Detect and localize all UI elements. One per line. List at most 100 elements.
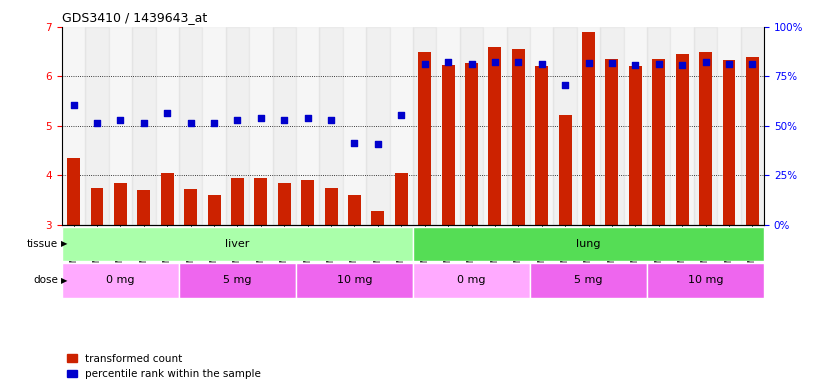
Bar [109, 27, 132, 225]
Bar [62, 27, 85, 225]
Bar [717, 27, 741, 225]
Bar [601, 27, 624, 225]
Bar [62, 263, 179, 298]
Bar [296, 263, 413, 298]
Text: 10 mg: 10 mg [688, 275, 724, 285]
Point [395, 112, 408, 118]
Point [722, 61, 735, 67]
Point [488, 60, 501, 66]
Bar [413, 263, 530, 298]
Bar [62, 227, 413, 261]
Bar [694, 27, 717, 225]
Point [348, 140, 361, 146]
Bar [530, 27, 553, 225]
Point [629, 62, 642, 68]
Bar [249, 27, 273, 225]
Bar [436, 27, 460, 225]
Point [325, 117, 338, 123]
Text: tissue: tissue [26, 239, 58, 249]
Bar [132, 27, 155, 225]
Bar [418, 51, 431, 225]
Bar [254, 178, 268, 225]
Point [207, 120, 221, 126]
Text: GDS3410 / 1439643_at: GDS3410 / 1439643_at [62, 11, 207, 24]
Point [372, 141, 385, 147]
Bar [320, 27, 343, 225]
Bar [512, 49, 525, 225]
Bar [278, 183, 291, 225]
Bar [348, 195, 361, 225]
Point [582, 60, 595, 66]
Bar [91, 187, 103, 225]
Text: liver: liver [225, 239, 249, 249]
Bar [506, 27, 530, 225]
Point [699, 60, 712, 66]
Point [465, 61, 478, 67]
Bar [395, 173, 408, 225]
Point [535, 61, 548, 67]
Bar [558, 115, 572, 225]
Point [511, 60, 525, 66]
Legend: transformed count, percentile rank within the sample: transformed count, percentile rank withi… [67, 354, 261, 379]
Bar [442, 65, 454, 225]
Bar [366, 27, 390, 225]
Bar [624, 27, 647, 225]
Point [114, 117, 127, 123]
Point [301, 115, 314, 121]
Point [605, 60, 619, 66]
Bar [530, 263, 647, 298]
Point [746, 61, 759, 67]
Bar [653, 59, 665, 225]
Point [230, 117, 244, 123]
Bar [629, 66, 642, 225]
Bar [582, 32, 595, 225]
Bar [535, 66, 548, 225]
Point [67, 102, 80, 108]
Bar [413, 227, 764, 261]
Point [652, 61, 665, 67]
Text: lung: lung [577, 239, 601, 249]
Text: 0 mg: 0 mg [458, 275, 486, 285]
Point [90, 120, 104, 126]
Bar [301, 180, 314, 225]
Text: 5 mg: 5 mg [223, 275, 252, 285]
Bar [207, 195, 221, 225]
Text: dose: dose [33, 275, 58, 285]
Point [418, 61, 431, 67]
Bar [225, 27, 249, 225]
Point [441, 60, 454, 66]
Bar [114, 183, 127, 225]
Bar [465, 63, 478, 225]
Bar [137, 190, 150, 225]
Bar [553, 27, 577, 225]
Bar [647, 263, 764, 298]
Bar [296, 27, 320, 225]
Bar [325, 187, 338, 225]
Bar [488, 47, 501, 225]
Bar [343, 27, 366, 225]
Bar [460, 27, 483, 225]
Bar [372, 211, 384, 225]
Bar [179, 263, 296, 298]
Point [278, 117, 291, 123]
Bar [179, 27, 202, 225]
Bar [273, 27, 296, 225]
Text: ▶: ▶ [61, 239, 68, 248]
Bar [413, 27, 436, 225]
Bar [184, 189, 197, 225]
Bar [723, 61, 735, 225]
Text: 5 mg: 5 mg [574, 275, 603, 285]
Bar [67, 158, 80, 225]
Bar [676, 54, 689, 225]
Point [558, 82, 572, 88]
Text: ▶: ▶ [61, 276, 68, 285]
Bar [605, 59, 619, 225]
Bar [161, 173, 173, 225]
Point [254, 115, 268, 121]
Bar [741, 27, 764, 225]
Bar [155, 27, 179, 225]
Point [184, 120, 197, 126]
Point [160, 110, 173, 116]
Point [137, 120, 150, 126]
Bar [390, 27, 413, 225]
